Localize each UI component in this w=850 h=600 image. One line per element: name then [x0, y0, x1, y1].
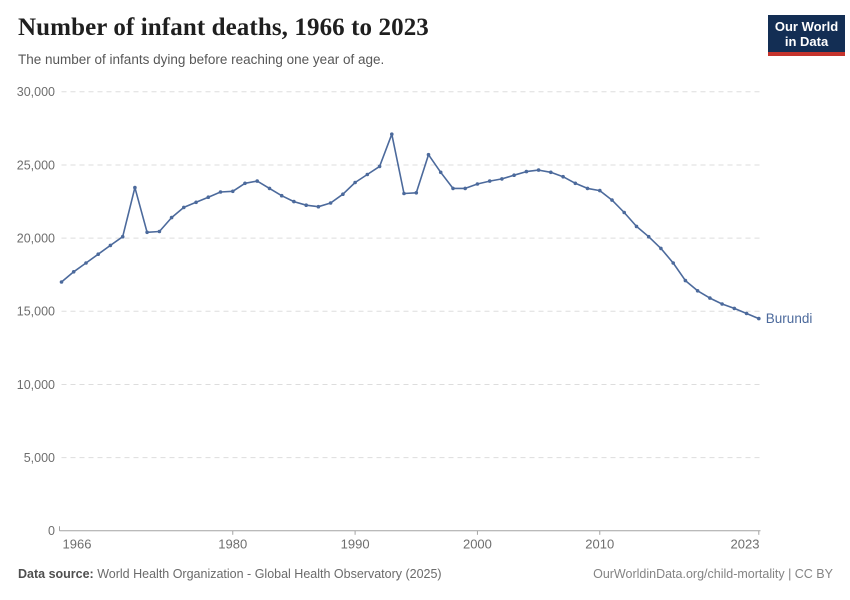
data-point	[182, 205, 186, 210]
data-source: Data source: World Health Organization -…	[18, 567, 442, 581]
data-point	[732, 306, 737, 311]
data-point	[757, 316, 761, 321]
y-tick-label: 10,000	[17, 378, 55, 392]
data-source-value: World Health Organization - Global Healt…	[97, 567, 442, 581]
data-point	[84, 261, 88, 265]
data-point	[695, 289, 700, 293]
data-point	[157, 229, 162, 234]
y-tick-label: 25,000	[17, 158, 55, 172]
data-point	[683, 278, 688, 283]
y-tick-label: 0	[48, 524, 55, 538]
data-point	[744, 311, 749, 316]
chart-title: Number of infant deaths, 1966 to 2023	[18, 14, 429, 41]
data-point	[206, 195, 211, 199]
data-point	[267, 186, 272, 191]
data-point	[279, 193, 284, 198]
data-point	[561, 174, 565, 179]
data-point	[549, 170, 553, 175]
y-tick-label: 30,000	[17, 85, 55, 99]
data-point	[414, 191, 419, 195]
data-point	[500, 177, 504, 181]
data-point	[598, 188, 602, 193]
data-point	[512, 173, 516, 177]
x-tick-label: 2010	[585, 536, 614, 551]
data-point	[659, 246, 663, 251]
data-point	[108, 243, 113, 248]
data-point	[218, 190, 223, 194]
data-point	[622, 210, 626, 215]
x-tick-label: 2023	[731, 536, 760, 551]
data-point	[487, 179, 492, 183]
y-tick-label: 15,000	[17, 305, 55, 319]
x-tick-label: 2000	[463, 536, 492, 551]
data-point	[316, 204, 321, 209]
data-point	[402, 191, 406, 196]
data-point	[720, 302, 724, 306]
data-point	[96, 252, 100, 256]
data-point	[328, 201, 333, 205]
data-point	[231, 189, 235, 194]
data-point	[390, 132, 394, 136]
y-tick-label: 20,000	[17, 231, 55, 245]
data-point	[426, 152, 431, 157]
data-point	[377, 164, 382, 169]
data-point	[169, 215, 174, 220]
data-point	[610, 198, 614, 202]
data-point	[634, 224, 639, 229]
owid-logo-line1: Our World	[774, 19, 839, 34]
data-line	[60, 133, 760, 320]
data-point	[451, 186, 455, 191]
attribution: OurWorldinData.org/child-mortality | CC …	[593, 567, 833, 581]
data-point	[59, 280, 64, 284]
series-label-burundi: Burundi	[766, 311, 813, 326]
data-point	[463, 186, 468, 191]
chart-subtitle: The number of infants dying before reach…	[18, 52, 385, 67]
data-point	[708, 296, 712, 300]
owid-logo: Our World in Data	[768, 15, 845, 56]
data-point	[353, 180, 357, 185]
y-tick-label: 5,000	[24, 451, 55, 465]
data-source-label: Data source:	[18, 567, 94, 581]
data-point	[475, 182, 480, 186]
data-point	[243, 181, 247, 186]
data-point	[646, 234, 651, 239]
data-point	[194, 200, 198, 205]
data-point	[573, 181, 578, 186]
data-point	[365, 172, 370, 177]
chart-footer: Data source: World Health Organization -…	[18, 567, 833, 581]
data-point	[255, 179, 259, 183]
x-tick-label: 1990	[341, 536, 370, 551]
data-point	[304, 203, 309, 207]
data-point	[120, 234, 125, 239]
data-point	[133, 185, 137, 190]
data-point	[292, 199, 296, 204]
data-point	[438, 170, 443, 175]
x-tick-label: 1980	[218, 536, 247, 551]
data-point	[71, 270, 76, 274]
data-point	[341, 192, 345, 196]
data-point	[524, 169, 529, 174]
data-point	[585, 186, 590, 191]
owid-logo-line2: in Data	[784, 34, 829, 49]
data-point	[536, 168, 541, 172]
data-point	[145, 230, 149, 235]
x-tick-label: 1966	[63, 536, 92, 551]
data-point	[671, 261, 675, 265]
